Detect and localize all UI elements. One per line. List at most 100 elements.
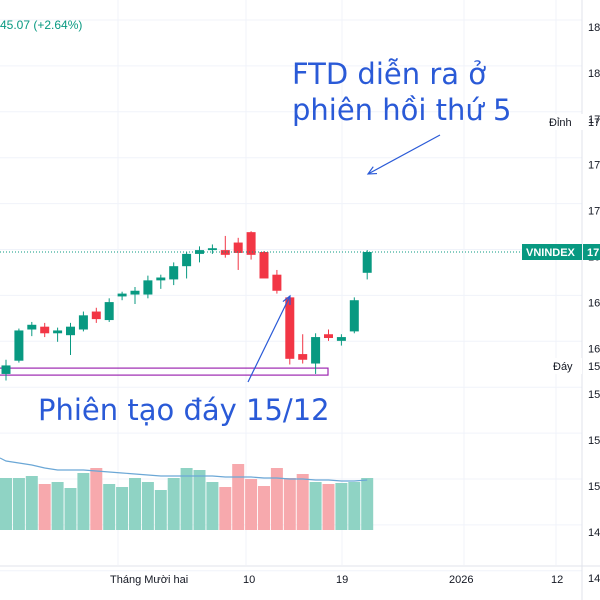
- candle-body: [336, 337, 346, 341]
- volume-ma-line: [0, 457, 368, 482]
- low-annotation: Phiên tạo đáy 15/12: [38, 393, 330, 427]
- price-change-text: 45.07 (+2.64%): [0, 18, 83, 32]
- price-tick-label: 18: [588, 68, 600, 80]
- peak-tag-bg: [544, 114, 584, 130]
- candle-body: [169, 266, 179, 280]
- price-tick-label: 16: [588, 297, 600, 309]
- volume-bar: [283, 478, 296, 530]
- candle-body: [259, 252, 269, 279]
- candle-body: [324, 334, 333, 339]
- candle-body: [285, 297, 295, 359]
- volume-bar: [25, 476, 38, 530]
- ftd-arrow: [367, 134, 441, 175]
- candle-body: [40, 326, 50, 334]
- ftd-annotation: FTD diễn ra ở phiên hồi thứ 5: [292, 56, 511, 128]
- candle-body: [91, 311, 101, 320]
- time-tick-label: 2026: [449, 574, 473, 586]
- volume-bar: [245, 479, 258, 530]
- time-tick-label: Tháng Mười hai: [110, 574, 188, 586]
- candle-body: [298, 354, 308, 360]
- volume-bar: [348, 482, 361, 530]
- candle-body: [207, 248, 217, 251]
- current-tag-label: VNINDEX: [526, 247, 576, 259]
- price-tick-label: 17: [588, 206, 600, 218]
- candle-body: [143, 280, 153, 295]
- annotation-arrows: [247, 134, 441, 383]
- bottom-tag-label: Đáy: [553, 361, 573, 373]
- price-tick-label: 14: [588, 573, 600, 585]
- price-tick-label: 17: [588, 160, 600, 172]
- time-tick-label: 19: [336, 574, 348, 586]
- volume-bar: [141, 482, 154, 530]
- volume-bar: [12, 478, 25, 530]
- candle-body: [272, 274, 282, 291]
- peak-tag-value: 17: [588, 117, 600, 129]
- candle-body: [14, 330, 24, 361]
- candle-body: [156, 277, 166, 281]
- support-box: [0, 367, 329, 376]
- price-tick-label: 15: [588, 481, 600, 493]
- current-value-bg: [583, 244, 600, 260]
- volume-bar: [90, 468, 103, 530]
- price-tick-label: 16: [588, 343, 600, 355]
- volume-bar: [270, 468, 283, 530]
- price-tick-label: 15: [588, 435, 600, 447]
- volume-bar: [0, 478, 12, 530]
- volume-bar: [167, 478, 180, 530]
- volume-bar: [322, 484, 335, 530]
- volume-bar: [219, 487, 232, 530]
- time-tick-label: 12: [551, 574, 563, 586]
- peak-tag-label: Đỉnh: [549, 117, 572, 129]
- candle-body: [104, 302, 114, 321]
- time-axis[interactable]: Tháng Mười hai 10 19 2026 12: [0, 565, 600, 586]
- price-axis[interactable]: 18181717171616161515151414Đỉnh17VNINDEX1…: [522, 0, 600, 600]
- candle-body: [78, 315, 88, 330]
- volume-bar: [232, 464, 245, 530]
- candle-body: [349, 300, 359, 332]
- candle-layer: [1, 231, 372, 381]
- volume-layer: [0, 457, 374, 530]
- volume-bar: [38, 484, 51, 530]
- candle-body: [66, 326, 75, 336]
- price-tick-label: 14: [588, 527, 600, 539]
- volume-bar: [103, 484, 116, 530]
- volume-bar: [77, 473, 90, 530]
- volume-bar: [64, 488, 77, 530]
- ftd-arrow-head: [366, 166, 378, 175]
- candle-body: [195, 250, 204, 254]
- price-tick-label: 18: [588, 22, 600, 34]
- candle-body: [233, 242, 243, 253]
- candle-body: [362, 252, 372, 273]
- volume-bar: [51, 482, 64, 530]
- volume-bar: [335, 483, 348, 530]
- ftd-annotation-line2: phiên hồi thứ 5: [292, 93, 512, 127]
- candle-body: [1, 365, 11, 374]
- candle-body: [117, 293, 127, 297]
- volume-bar: [258, 486, 270, 530]
- price-tick-label: 17: [588, 114, 600, 126]
- candle-body: [27, 324, 37, 330]
- bottom-tag-bg: [548, 358, 582, 374]
- bottom-tag-value: 15: [588, 361, 600, 373]
- low-arrow: [247, 295, 291, 383]
- volume-bar: [206, 482, 219, 530]
- volume-bar: [296, 474, 309, 530]
- volume-bar: [154, 490, 167, 530]
- volume-bar: [116, 487, 129, 530]
- volume-bar: [193, 470, 206, 530]
- price-tick-label: 15: [588, 389, 600, 401]
- current-tag-value: 17: [587, 247, 599, 259]
- candle-body: [246, 232, 256, 255]
- volume-bar: [180, 468, 193, 530]
- candle-body: [130, 290, 140, 295]
- current-tag-bg: [522, 244, 582, 260]
- candle-body: [182, 253, 192, 267]
- ftd-annotation-line1: FTD diễn ra ở: [292, 57, 486, 91]
- candle-body: [311, 337, 321, 364]
- time-tick-label: 10: [243, 574, 255, 586]
- volume-bar: [361, 478, 374, 530]
- volume-bar: [309, 482, 322, 530]
- low-arrow-head: [282, 294, 291, 306]
- volume-bar: [129, 478, 141, 530]
